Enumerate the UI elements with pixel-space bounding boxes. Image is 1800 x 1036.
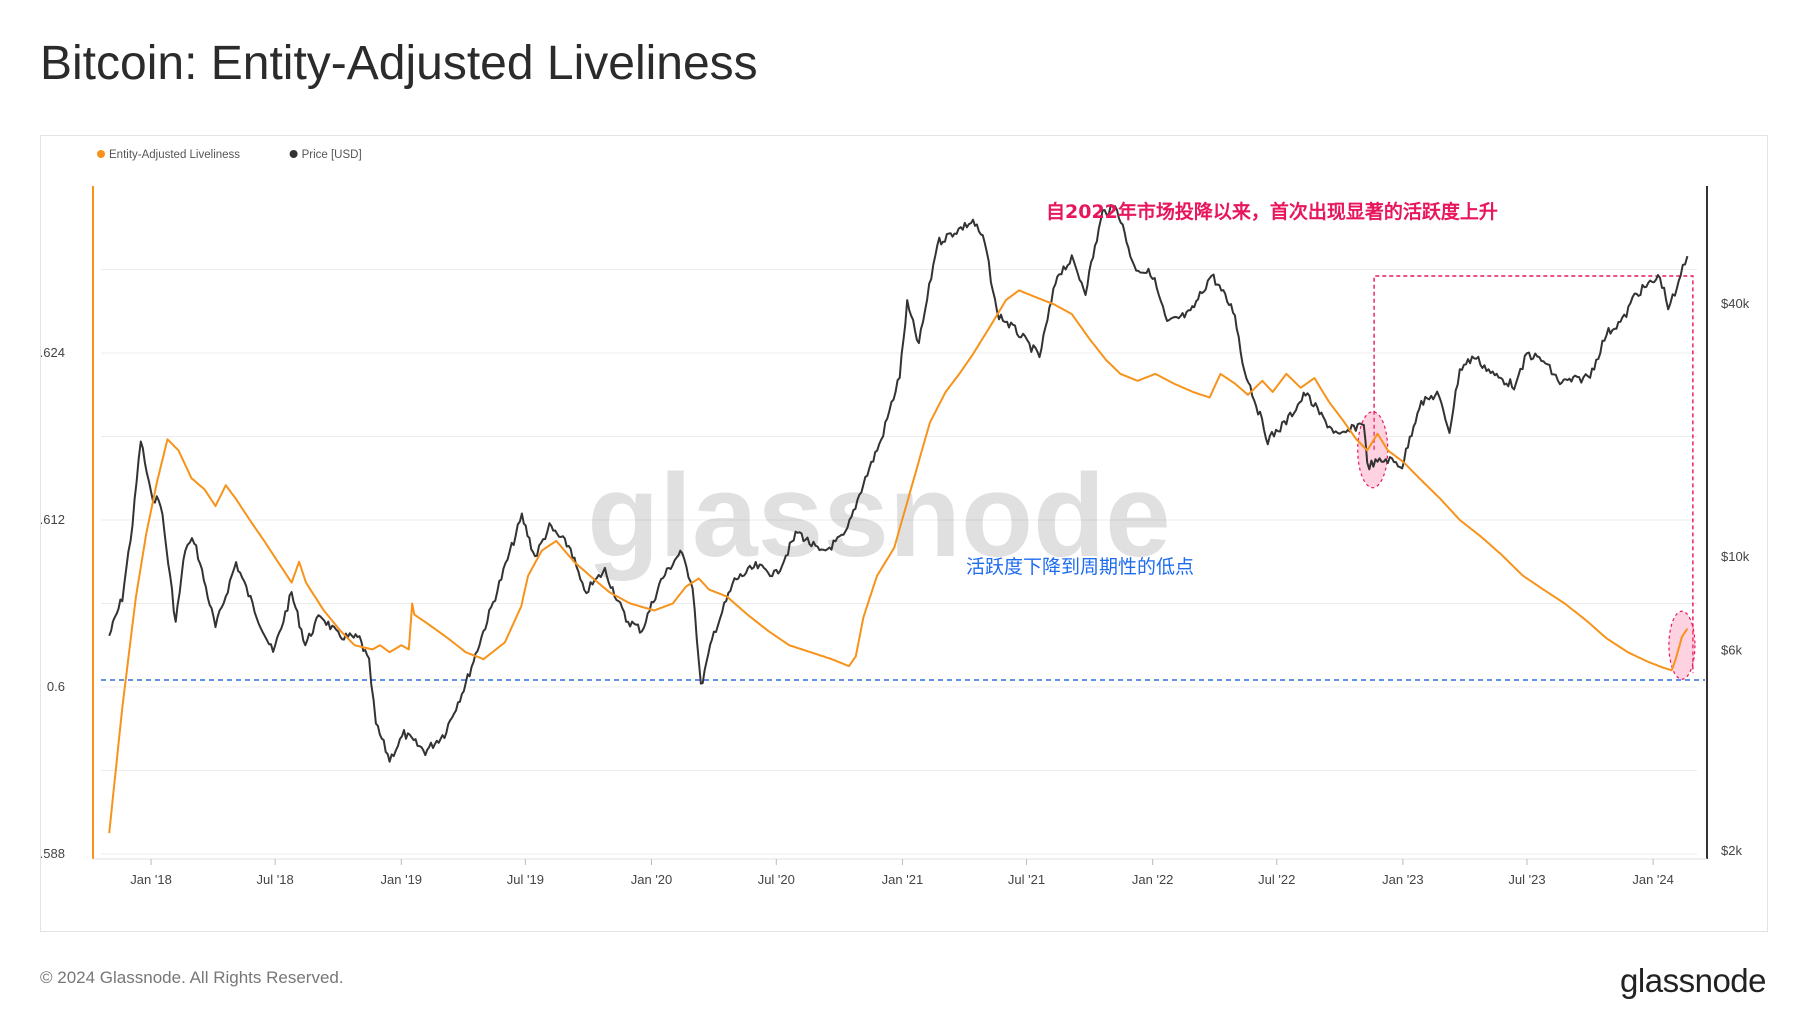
x-tick-label: Jan '20 (631, 872, 673, 887)
legend-swatch (97, 150, 105, 158)
y-left-tick-label: 0.588 (41, 846, 65, 861)
series-line-price (108, 204, 1689, 763)
legend-label: Price [USD] (302, 149, 362, 161)
highlight-ellipse-2022 (1357, 411, 1389, 489)
legend-label: Entity-Adjusted Liveliness (109, 149, 240, 161)
x-tick-label: Jan '24 (1632, 872, 1674, 887)
y-left-tick-label: 0.6 (47, 679, 65, 694)
x-tick-label: Jan '22 (1132, 872, 1174, 887)
y-right-tick-label: $6k (1721, 642, 1742, 657)
page-title: Bitcoin: Entity-Adjusted Liveliness (40, 37, 758, 90)
chart-svg: 0.588 0.6 0.612 0.624 $2k $6k $10k $40k Jan '18 J… (41, 149, 1750, 887)
x-tick-label: Jul '21 (1008, 872, 1045, 887)
x-tick-label: Jul '22 (1258, 872, 1295, 887)
x-tick-label: Jul '23 (1508, 872, 1545, 887)
x-tick-label: Jan '18 (130, 872, 172, 887)
y-left-tick-label: 0.612 (41, 512, 65, 527)
glassnode-logo: glassnode (1620, 962, 1766, 999)
annotation-box (1373, 275, 1694, 674)
x-tick-label: Jan '21 (882, 872, 924, 887)
y-right-tick-label: $10k (1721, 549, 1750, 564)
x-tick-label: Jul '19 (507, 872, 544, 887)
annotation-text-low: 活跃度下降到周期性的低点 (966, 556, 1194, 578)
y-left-tick-label: 0.624 (41, 345, 65, 360)
copyright-text: © 2024 Glassnode. All Rights Reserved. (40, 968, 344, 987)
x-tick-label: Jul '18 (257, 872, 294, 887)
series-line-liveliness (108, 289, 1689, 834)
y-right-tick-label: $2k (1721, 843, 1742, 858)
x-tick-label: Jan '19 (381, 872, 423, 887)
annotation-text-rise: 自2022年市场投降以来，首次出现显著的活跃度上升 (1046, 200, 1498, 223)
x-tick-label: Jul '20 (758, 872, 795, 887)
legend-swatch (289, 150, 298, 158)
x-tick-label: Jan '23 (1382, 872, 1424, 887)
chart-panel: 0.588 0.6 0.612 0.624 $2k $6k $10k $40k Jan '18 J… (40, 135, 1768, 932)
y-right-tick-label: $40k (1721, 296, 1750, 311)
